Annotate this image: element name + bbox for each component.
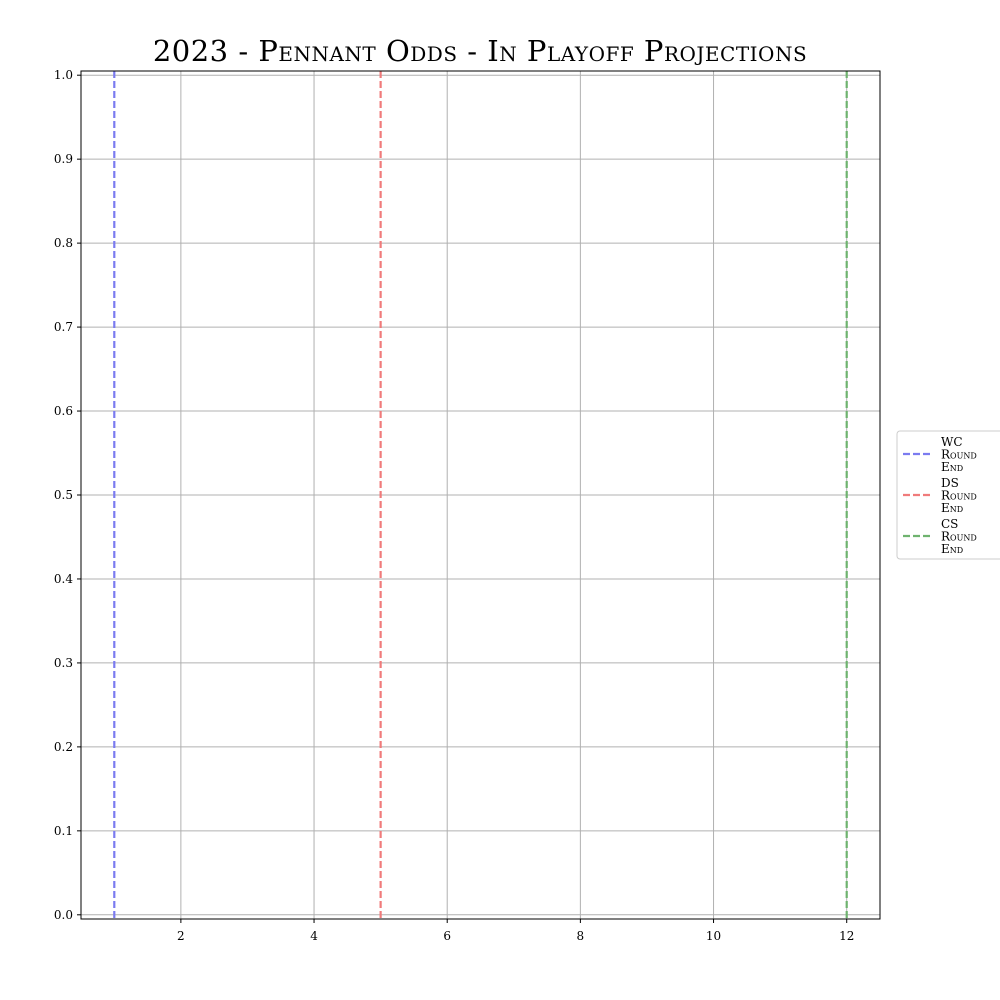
y-tick-label: 0.8 — [54, 236, 73, 250]
tick-layer: 2 4 6 8 10 12 0.0 0.1 0.2 0.3 0.4 0.5 0.6 0.7 0.8 0.9 1.… — [54, 68, 854, 943]
legend-item: CS Round End — [903, 517, 977, 556]
legend-label: WC Round End — [941, 435, 977, 474]
y-tick-label: 0.9 — [54, 152, 73, 166]
legend-label: DS Round End — [941, 476, 977, 515]
y-tick-label: 0.3 — [54, 656, 73, 670]
x-tick-label: 2 — [177, 929, 185, 943]
y-tick-label: 0.7 — [54, 320, 73, 334]
y-tick-label: 0.2 — [54, 740, 73, 754]
vline-layer — [113, 71, 848, 919]
legend-item: WC Round End — [903, 435, 977, 474]
x-tick-label: 8 — [577, 929, 585, 943]
legend-item: DS Round End — [903, 476, 977, 515]
y-tick-label: 0.6 — [54, 404, 73, 418]
y-tick-label: 0.4 — [54, 572, 73, 586]
y-tick-label: 0.1 — [54, 824, 73, 838]
grid-layer — [81, 71, 880, 919]
y-tick-label: 0.0 — [54, 908, 73, 922]
x-tick-label: 4 — [310, 929, 318, 943]
x-tick-label: 12 — [839, 929, 854, 943]
x-tick-label: 6 — [443, 929, 451, 943]
y-tick-label: 1.0 — [54, 68, 73, 82]
legend-box — [896, 430, 1000, 560]
legend-label: CS Round End — [941, 517, 977, 556]
y-tick-label: 0.5 — [54, 488, 73, 502]
chart-title: 2023 - Pennant Odds - In Playoff Project… — [153, 34, 807, 68]
x-tick-label: 10 — [706, 929, 721, 943]
